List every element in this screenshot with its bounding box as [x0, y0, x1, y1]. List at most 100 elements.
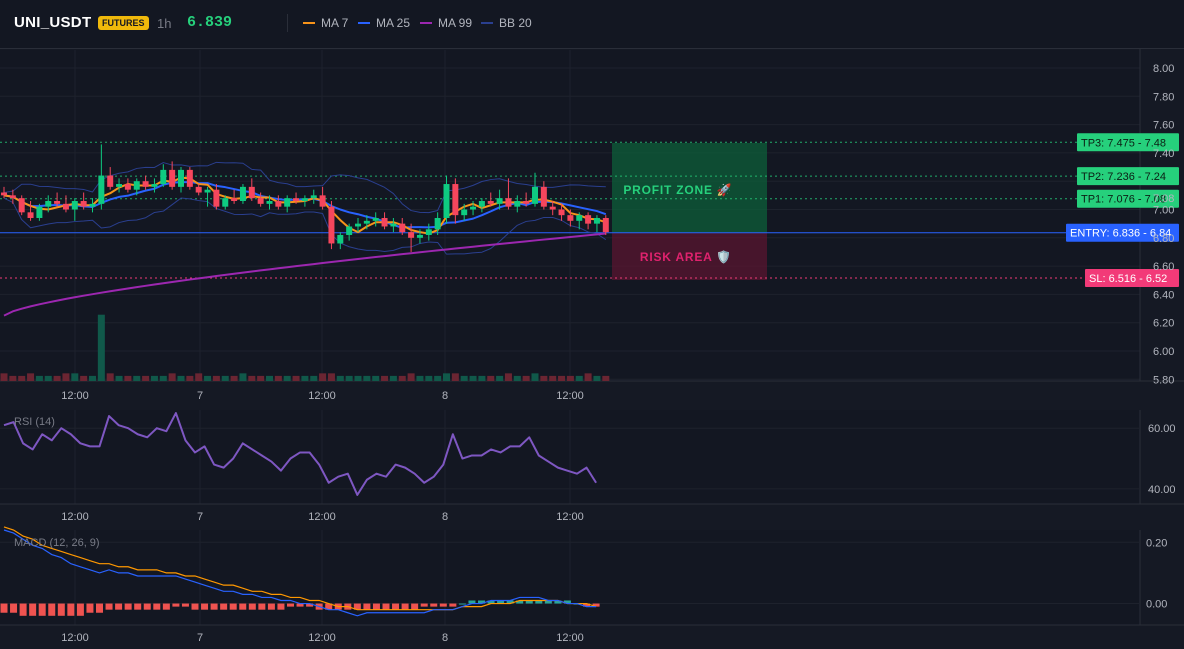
price-tick-label: 6.80 — [1153, 233, 1174, 245]
symbol-title[interactable]: UNI_USDT — [14, 14, 92, 31]
volume-bar — [186, 375, 194, 381]
macd-histogram-bar — [115, 603, 123, 610]
volume-bar — [425, 375, 433, 381]
legend-ma25[interactable]: MA 25 — [358, 16, 410, 30]
header-divider — [287, 14, 288, 32]
price-tick-label: 8.00 — [1153, 63, 1174, 75]
candle-body — [496, 198, 503, 204]
volume-bar — [142, 375, 150, 381]
candle-body — [549, 206, 556, 210]
macd-histogram-bar — [497, 600, 505, 604]
candle-body — [169, 169, 176, 187]
volume-bar — [531, 373, 539, 381]
volume-bar — [0, 373, 8, 381]
candle-body — [27, 212, 34, 218]
price-tick-label: 6.20 — [1153, 318, 1174, 330]
candle-body — [257, 198, 264, 204]
candle-body — [585, 215, 592, 224]
macd-histogram-bar — [353, 603, 361, 610]
candle-body — [478, 201, 485, 207]
macd-histogram-bar — [191, 603, 199, 610]
macd-signal-line — [3, 526, 597, 611]
macd-histogram-bar — [38, 603, 46, 616]
candle-body — [54, 201, 61, 204]
rsi-panel: 60.00 40.00 — [0, 412, 1176, 496]
candle-body — [107, 175, 114, 187]
candle-body — [151, 184, 158, 187]
volume-bar — [513, 375, 521, 381]
candle-body — [532, 186, 538, 204]
volume-bar — [558, 375, 566, 381]
macd-histogram-bar — [392, 603, 400, 610]
price-tick-label: 5.80 — [1153, 374, 1174, 386]
time-tick-label: 12:00 — [308, 511, 336, 523]
legend-bb20[interactable]: BB 20 — [481, 16, 532, 30]
time-tick-label: 12:00 — [308, 632, 336, 644]
macd-histogram-bar — [210, 603, 218, 610]
timeframe-label[interactable]: 1h — [157, 16, 172, 31]
macd-tick-label: 0.20 — [1146, 537, 1167, 549]
macd-tick-label: 0.00 — [1146, 599, 1167, 611]
macd-histogram-bar — [544, 600, 552, 604]
macd-histogram-bar — [105, 603, 113, 610]
macd-histogram-bar — [162, 603, 170, 610]
rsi-tick-label: 40.00 — [1148, 484, 1176, 496]
candle-body — [293, 198, 300, 202]
macd-histogram-bar — [296, 603, 304, 607]
legend-ma7[interactable]: MA 7 — [303, 16, 348, 30]
candle-body — [452, 184, 459, 216]
price-axis[interactable]: 8.00 7.80 7.60 7.40 7.087.00 6.80 6.60 6.40 6.20… — [1153, 63, 1174, 386]
candle-body — [381, 217, 388, 227]
macd-histogram-bar — [172, 603, 180, 607]
volume-bar — [9, 375, 17, 381]
macd-histogram-bar — [468, 600, 476, 604]
volume-bars — [0, 314, 610, 381]
macd-histogram-bar — [563, 600, 571, 604]
volume-bar — [204, 375, 212, 381]
macd-histogram-bar — [592, 603, 600, 607]
candle-body — [178, 169, 184, 187]
macd-histogram-bar — [411, 603, 419, 610]
volume-bar — [35, 375, 43, 381]
price-tick-label: 7.00 — [1153, 205, 1174, 217]
candle-body — [204, 189, 211, 193]
volume-bar — [62, 373, 70, 381]
price-tick-label: 7.40 — [1153, 148, 1174, 160]
volume-bar — [257, 375, 265, 381]
candle-body — [567, 215, 574, 221]
time-axes: 12:00 7 12:00 8 12:00 12:00 7 12:00 8 12:00 12:00 7… — [61, 390, 584, 644]
candle-body — [399, 223, 406, 233]
macd-histogram-bar — [220, 603, 228, 610]
macd-histogram-bar — [124, 603, 132, 610]
profit-zone — [612, 143, 767, 233]
bb20-swatch — [481, 22, 493, 24]
volume-bar — [540, 375, 548, 381]
candle-body — [89, 203, 96, 207]
volume-bar — [97, 314, 105, 381]
volume-bar — [310, 375, 318, 381]
volume-bar — [239, 373, 247, 381]
legend-ma99[interactable]: MA 99 — [420, 16, 472, 30]
macd-histogram-bar — [449, 603, 457, 607]
volume-bar — [177, 375, 185, 381]
candle-body — [98, 175, 105, 204]
tp3-tag — [1077, 133, 1179, 152]
macd-histogram-bar — [439, 603, 447, 607]
time-axis-strip — [0, 381, 1184, 410]
price-tick-label: 6.00 — [1153, 346, 1174, 358]
volume-bar — [71, 373, 79, 381]
macd-histogram-bar — [10, 603, 18, 613]
macd-histogram-bar — [96, 603, 103, 613]
entry-tag — [1066, 223, 1179, 242]
candle-body — [425, 229, 432, 235]
candle-body — [408, 232, 415, 238]
candle-body — [416, 234, 423, 238]
macd-histogram-bar — [506, 600, 514, 604]
macd-histogram-bar — [401, 603, 409, 610]
risk-area — [612, 233, 767, 280]
volume-bar — [478, 375, 486, 381]
volume-bar — [584, 373, 592, 381]
candle-body — [540, 186, 547, 207]
volume-bar — [407, 373, 415, 381]
